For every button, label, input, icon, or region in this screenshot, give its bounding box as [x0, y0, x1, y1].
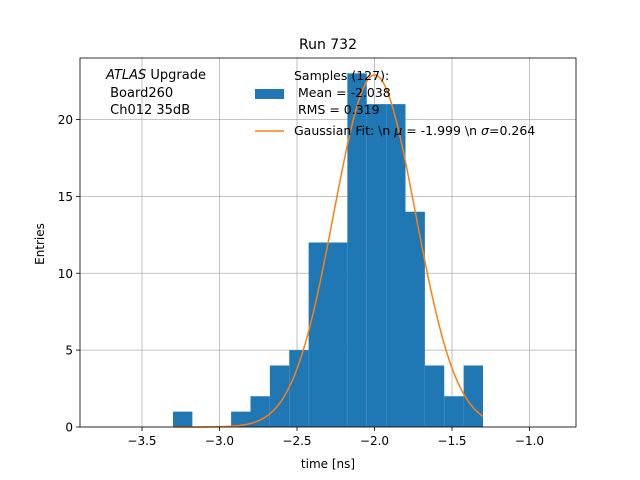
gaussian-fit-curve	[173, 74, 484, 428]
x-tick-label-3: −2.0	[360, 434, 389, 448]
histogram-bar-4	[250, 396, 270, 427]
x-tick-label-4: −1.5	[437, 434, 466, 448]
legend-fit-sigma: σ	[481, 123, 490, 138]
x-tick-label-5: −1.0	[515, 434, 544, 448]
histogram-bar-14	[444, 396, 464, 427]
atlas-annotation: ATLAS Upgrade Board260 Ch012 35dB	[105, 68, 206, 118]
histogram-bars	[173, 73, 483, 427]
y-tick-label-1: 5	[65, 344, 73, 358]
legend-histogram-swatch	[255, 89, 284, 99]
annotation-line-3: Ch012 35dB	[106, 103, 190, 118]
x-tick-label-0: −3.5	[127, 434, 156, 448]
legend-fit-label: Gaussian Fit: \n μ = -1.999 \n σ=0.264	[294, 123, 535, 138]
plot-frame	[79, 57, 577, 428]
x-axis-title: time [ns]	[301, 457, 355, 471]
legend-fit-mu-value: = -1.999 \n	[402, 123, 481, 138]
legend-histogram-line-1: Samples (127):	[294, 68, 389, 83]
legend: Samples (127): Mean = -2.038 RMS = 0.319…	[255, 68, 535, 138]
y-tick-label-2: 10	[58, 267, 73, 281]
histogram-bar-5	[269, 365, 290, 427]
annotation-atlas: ATLAS	[105, 68, 146, 83]
legend-fit-prefix: Gaussian Fit: \n	[294, 123, 394, 138]
histogram-bar-3	[231, 411, 251, 427]
x-tick-label-2: −2.5	[282, 434, 311, 448]
histogram-bar-9	[347, 73, 367, 427]
legend-histogram-line-3: RMS = 0.319	[294, 102, 380, 117]
chart-title: Run 732	[299, 37, 357, 53]
histogram-bar-10	[366, 104, 387, 427]
x-axis-ticks: −3.5 −3.0 −2.5 −2.0 −1.5 −1.0	[127, 427, 544, 448]
histogram-bar-0	[173, 411, 193, 427]
annotation-line-1: ATLAS Upgrade	[105, 68, 206, 83]
legend-fit-mu: μ	[393, 123, 402, 138]
legend-histogram-line-2: Mean = -2.038	[294, 85, 391, 100]
y-tick-label-3: 15	[58, 190, 73, 204]
histogram-bar-6	[289, 350, 309, 427]
histogram-bar-7	[308, 242, 328, 427]
histogram-bar-15	[463, 365, 483, 427]
histogram-bar-12	[405, 211, 425, 427]
annotation-upgrade: Upgrade	[146, 68, 206, 83]
y-tick-label-4: 20	[58, 113, 73, 127]
y-axis-title: Entries	[33, 223, 47, 265]
x-tick-label-1: −3.0	[205, 434, 234, 448]
histogram-bar-8	[328, 242, 348, 427]
histogram-bar-13	[424, 365, 445, 427]
legend-fit-sigma-value: =0.264	[489, 123, 535, 138]
histogram-bar-11	[386, 104, 406, 427]
y-tick-label-0: 0	[65, 421, 73, 435]
y-axis-ticks: 0 5 10 15 20	[58, 113, 80, 435]
annotation-line-2: Board260	[106, 86, 173, 101]
